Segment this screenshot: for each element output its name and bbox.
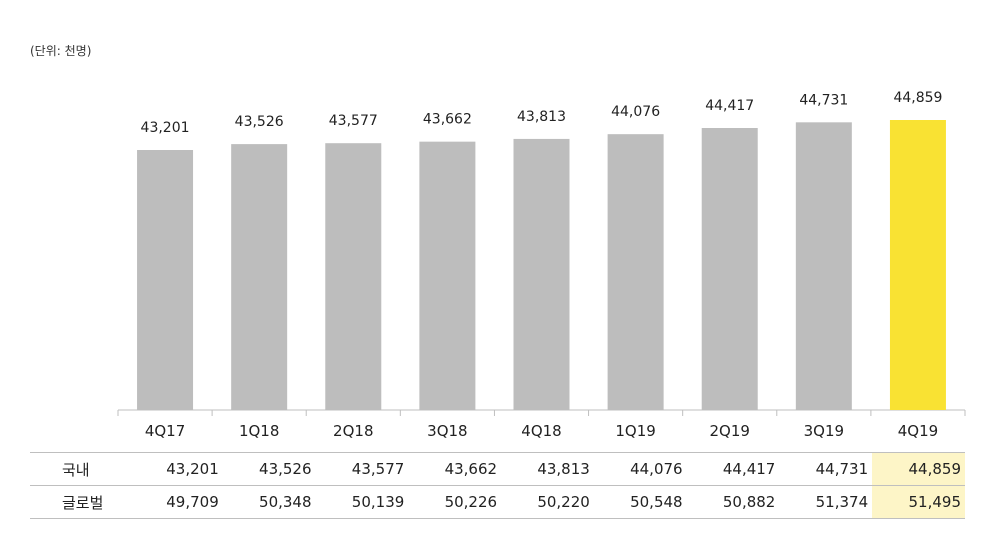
bar-1Q18 <box>231 144 288 410</box>
bar-4Q17 <box>137 150 194 410</box>
cell: 50,882 <box>686 485 780 519</box>
cell: 43,577 <box>315 452 409 486</box>
data-label-2Q18: 43,577 <box>329 113 378 129</box>
bar-chart: 43,201 4Q17 43,526 1Q18 43,577 2Q18 43,662 3Q18… <box>117 90 966 440</box>
x-tick-label-1Q19: 1Q19 <box>615 422 655 440</box>
bar-3Q18 <box>419 141 476 410</box>
cell: 44,417 <box>686 452 780 486</box>
x-tick-label-2Q19: 2Q19 <box>710 422 750 440</box>
row-label-global: 글로벌 <box>30 485 130 519</box>
table-row-domestic: 국내 43,201 43,526 43,577 43,662 43,813 44… <box>30 452 965 486</box>
x-tick-label-2Q18: 2Q18 <box>333 422 373 440</box>
cell: 50,348 <box>222 485 316 519</box>
x-tick-label-3Q18: 3Q18 <box>427 422 467 440</box>
bar-2Q19 <box>701 127 758 410</box>
bar-3Q19 <box>795 122 852 410</box>
bar-4Q19 <box>889 120 946 410</box>
x-tick-label-4Q19: 4Q19 <box>898 422 938 440</box>
data-label-1Q18: 43,526 <box>235 114 284 130</box>
data-label-3Q18: 43,662 <box>423 112 472 128</box>
cell: 50,548 <box>593 485 687 519</box>
cell: 49,709 <box>130 485 223 519</box>
data-label-2Q19: 44,417 <box>705 98 754 114</box>
data-label-4Q19: 44,859 <box>893 90 942 106</box>
cell: 50,226 <box>408 485 502 519</box>
bar-1Q19 <box>607 134 664 411</box>
x-tick-label-4Q18: 4Q18 <box>521 422 561 440</box>
x-tick-label-4Q17: 4Q17 <box>145 422 185 440</box>
x-tick-label-3Q19: 3Q19 <box>804 422 844 440</box>
cell: 44,731 <box>779 452 873 486</box>
cell: 43,662 <box>408 452 502 486</box>
cell-highlight: 51,495 <box>872 485 965 519</box>
data-label-3Q19: 44,731 <box>799 92 848 108</box>
bar-2Q18 <box>325 143 382 410</box>
row-label-domestic: 국내 <box>30 452 130 486</box>
cell: 51,374 <box>779 485 873 519</box>
cell: 50,139 <box>315 485 409 519</box>
table-row-global: 글로벌 49,709 50,348 50,139 50,226 50,220 5… <box>30 485 965 519</box>
cell: 43,201 <box>130 452 223 486</box>
cell: 44,076 <box>593 452 687 486</box>
unit-label: (단위: 천명) <box>30 44 92 58</box>
x-tick-label-1Q18: 1Q18 <box>239 422 279 440</box>
cell: 43,526 <box>222 452 316 486</box>
data-table: 국내 43,201 43,526 43,577 43,662 43,813 44… <box>30 452 965 519</box>
data-label-4Q17: 43,201 <box>141 120 190 136</box>
cell: 50,220 <box>501 485 594 519</box>
bar-4Q18 <box>513 138 570 410</box>
data-label-1Q19: 44,076 <box>611 104 660 120</box>
cell-highlight: 44,859 <box>872 452 965 486</box>
data-label-4Q18: 43,813 <box>517 109 566 125</box>
cell: 43,813 <box>501 452 594 486</box>
